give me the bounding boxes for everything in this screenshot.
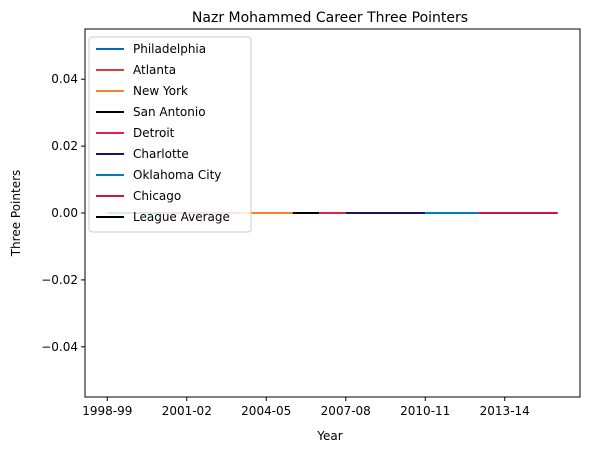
chart-title: Nazr Mohammed Career Three Pointers	[192, 10, 468, 26]
legend-entry-2: New York	[133, 84, 188, 98]
legend-entry-3: San Antonio	[133, 105, 206, 119]
legend-entry-0: Philadelphia	[133, 42, 206, 56]
y-axis: 0.04 0.02 0.00 −0.02 −0.04	[41, 72, 85, 354]
x-tick-label: 2013-14	[480, 404, 530, 418]
x-tick-label: 2004-05	[241, 404, 291, 418]
legend-entry-8: League Average	[133, 210, 230, 224]
y-tick-label: 0.04	[51, 72, 78, 86]
legend-entry-7: Chicago	[133, 189, 181, 203]
legend-entry-6: Oklahoma City	[133, 168, 221, 182]
legend-entry-4: Detroit	[133, 126, 175, 140]
y-axis-label: Three Pointers	[9, 170, 23, 258]
x-axis: 1998-99 2001-02 2004-05 2007-08 2010-11 2013-…	[82, 397, 530, 418]
legend-entry-5: Charlotte	[133, 147, 189, 161]
x-tick-label: 1998-99	[82, 404, 132, 418]
y-tick-label: 0.02	[51, 139, 78, 153]
y-tick-label: 0.00	[51, 206, 78, 220]
x-tick-label: 2007-08	[321, 404, 371, 418]
legend: Philadelphia Atlanta New York San Antonio De…	[88, 36, 252, 233]
legend-box	[88, 36, 252, 233]
x-axis-label: Year	[316, 429, 342, 443]
x-tick-label: 2001-02	[162, 404, 212, 418]
y-tick-label: −0.02	[41, 273, 78, 287]
legend-entry-1: Atlanta	[133, 63, 176, 77]
y-tick-label: −0.04	[41, 340, 78, 354]
x-tick-label: 2010-11	[400, 404, 450, 418]
